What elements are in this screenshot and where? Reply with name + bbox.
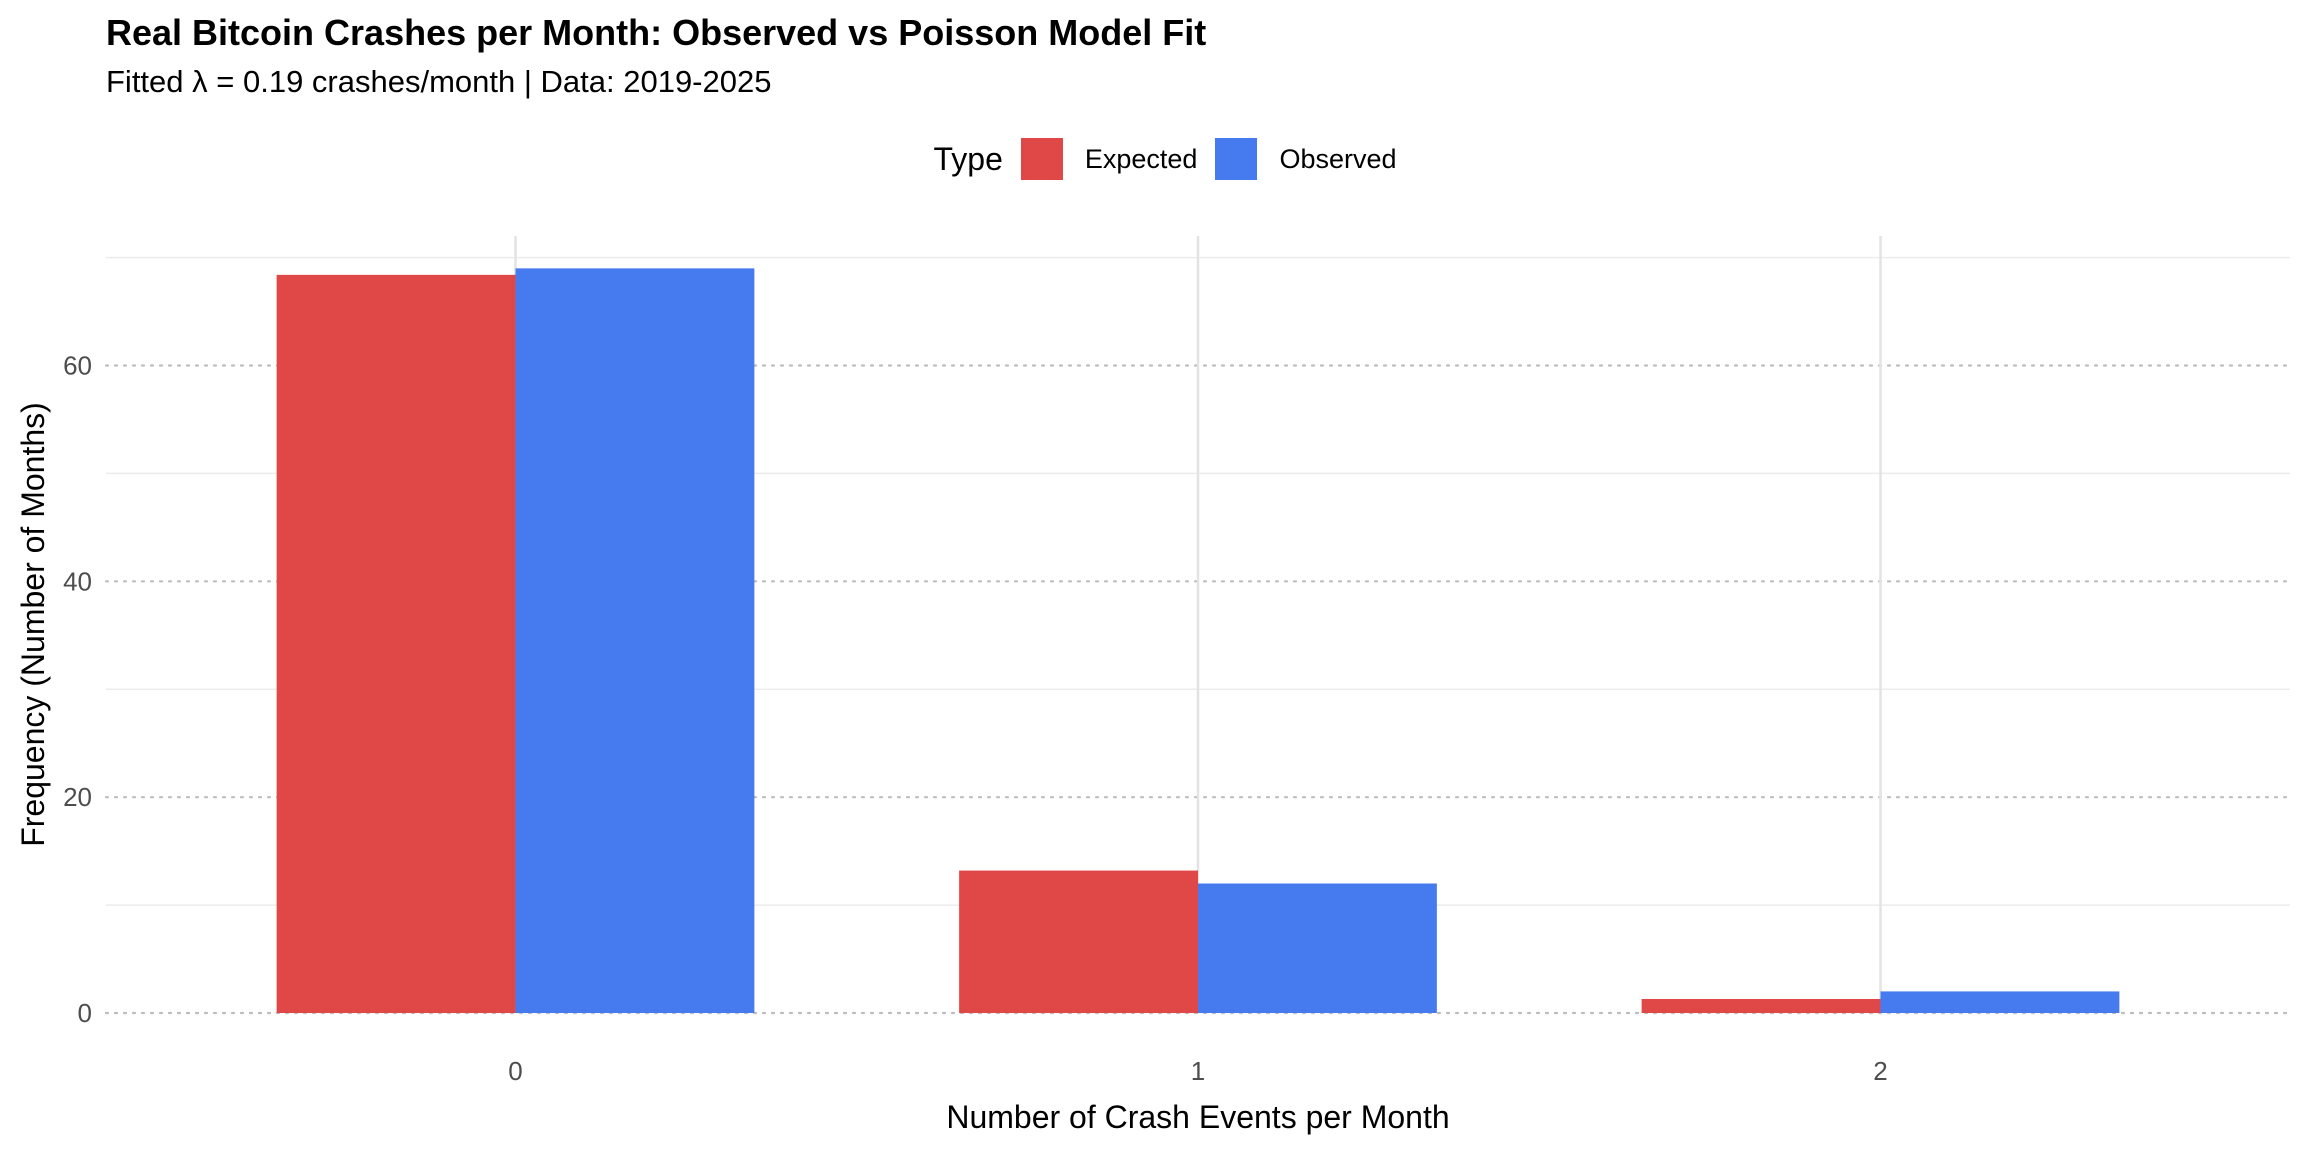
- legend-item-observed: Observed: [1215, 138, 1397, 180]
- legend-label-expected: Expected: [1084, 143, 1198, 174]
- bar-layer: [276, 268, 2120, 1014]
- y-tick-label: 60: [63, 351, 92, 381]
- bar-observed-0: [515, 268, 755, 1013]
- x-tick-label: 1: [1191, 1056, 1205, 1086]
- legend-swatch-observed: [1215, 138, 1258, 180]
- bar-observed-2: [1880, 991, 2120, 1013]
- y-tick-label: 0: [78, 998, 92, 1028]
- axis-layer: 0 20 40 60 0 1 2: [63, 351, 1888, 1087]
- legend-title: Type: [933, 140, 1003, 177]
- bar-expected-2: [1641, 998, 1881, 1013]
- chart-subtitle: Fitted λ = 0.19 crashes/month | Data: 20…: [106, 64, 772, 99]
- bar-expected-1: [959, 870, 1198, 1013]
- legend-item-expected: Expected: [1020, 138, 1198, 180]
- x-tick-label: 0: [508, 1056, 522, 1086]
- chart-title: Real Bitcoin Crashes per Month: Observed…: [106, 12, 1207, 53]
- legend-swatch-expected: [1020, 138, 1063, 180]
- bar-expected-0: [276, 274, 516, 1014]
- y-axis-title: Frequency (Number of Months): [15, 402, 51, 847]
- legend: Type Expected Observed: [0, 136, 2304, 182]
- bar-observed-1: [1198, 883, 1437, 1013]
- grid-layer: [104, 236, 2292, 1015]
- x-axis-title: Number of Crash Events per Month: [946, 1099, 1449, 1135]
- legend-label-observed: Observed: [1279, 143, 1397, 174]
- y-tick-label: 40: [63, 566, 92, 596]
- y-tick-label: 20: [63, 782, 92, 812]
- x-tick-label: 2: [1873, 1056, 1887, 1086]
